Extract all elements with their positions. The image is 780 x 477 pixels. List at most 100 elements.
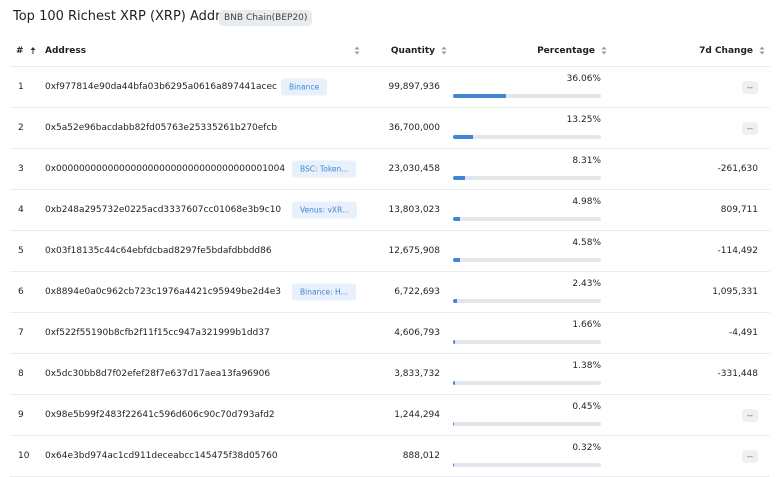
percentage-bar (453, 94, 506, 98)
address[interactable]: 0x8894e0a0c962cb723c1976a4421c95949be2d4… (45, 272, 281, 312)
rank: 3 (18, 149, 24, 189)
address[interactable]: 0xb248a295732e0225acd3337607cc01068e3b9c… (45, 190, 281, 230)
change: 809,711 (721, 205, 758, 215)
percentage-bar (453, 422, 454, 426)
percentage: 4.98% (572, 190, 601, 214)
address[interactable]: 0xf977814e90da44bfa03b6295a0616a897441ac… (45, 67, 277, 107)
address-tag: Binance: H... (292, 284, 356, 301)
percentage-bar (453, 135, 473, 139)
table-row: 10 0x64e3bd974ac1cd911deceabcc145475f38d0… (10, 436, 770, 477)
col-change[interactable]: 7d Change (699, 35, 765, 66)
col-quantity[interactable]: Quantity (391, 35, 447, 66)
col-percentage[interactable]: Percentage (537, 35, 607, 66)
percentage: 1.38% (572, 354, 601, 378)
address[interactable]: 0x00000000000000000000000000000000000010… (45, 149, 285, 189)
percentage: 1.66% (572, 313, 601, 337)
change-cell: -331,448 (718, 354, 758, 394)
percentage: 0.32% (572, 436, 601, 460)
percentage: 0.45% (572, 395, 601, 419)
change-cell: -- (742, 108, 758, 148)
percentage-track (453, 381, 601, 385)
percentage-bar (453, 299, 457, 303)
percentage: 8.31% (572, 149, 601, 173)
percentage: 4.58% (572, 231, 601, 255)
quantity: 36,700,000 (388, 108, 440, 148)
address[interactable]: 0x98e5b99f2483f22641c596d606c90c70d793af… (45, 395, 275, 435)
change: -331,448 (718, 369, 758, 379)
rank: 4 (18, 190, 24, 230)
quantity: 4,606,793 (394, 313, 440, 353)
sort-icon (601, 46, 607, 55)
header-label: Quantity (391, 46, 435, 56)
table-row: 5 0x03f18135c44c64ebfdcbad8297fe5bdafdbbd… (10, 231, 770, 272)
rank: 8 (18, 354, 24, 394)
change-cell: -261,630 (718, 149, 758, 189)
address-tag: BSC: Token... (292, 161, 356, 178)
table-row: 4 0xb248a295732e0225acd3337607cc01068e3b9… (10, 190, 770, 231)
address[interactable]: 0x5dc30bb8d7f02efef28f7e637d17aea13fa969… (45, 354, 270, 394)
change: -- (742, 81, 758, 94)
percentage-track (453, 340, 601, 344)
percentage-bar (453, 258, 460, 262)
quantity: 1,244,294 (394, 395, 440, 435)
percentage-track (453, 463, 601, 467)
change: -- (742, 122, 758, 135)
sort-icon (759, 46, 765, 55)
change: 1,095,331 (712, 287, 758, 297)
sort-icon (441, 46, 447, 55)
change-cell: -- (742, 67, 758, 107)
change-cell: 1,095,331 (712, 272, 758, 312)
address[interactable]: 0x03f18135c44c64ebfdcbad8297fe5bdafdbbdd… (45, 231, 272, 271)
table-row: 7 0xf522f55190b8cfb2f11f15cc947a321999b1d… (10, 313, 770, 354)
header-label: Address (45, 46, 86, 56)
percentage-track (453, 217, 601, 221)
percentage: 13.25% (567, 108, 601, 132)
header-label: Percentage (537, 46, 595, 56)
change-cell: -4,491 (729, 313, 758, 353)
address[interactable]: 0xf522f55190b8cfb2f11f15cc947a321999b1dd… (45, 313, 270, 353)
percentage-track (453, 299, 601, 303)
percentage: 36.06% (567, 67, 601, 91)
table-row: 9 0x98e5b99f2483f22641c596d606c90c70d793a… (10, 395, 770, 436)
rank: 9 (18, 395, 24, 435)
percentage-bar (453, 176, 465, 180)
change: -261,630 (718, 164, 758, 174)
table-row: 3 0x0000000000000000000000000000000000001… (10, 149, 770, 190)
address[interactable]: 0x64e3bd974ac1cd911deceabcc145475f38d057… (45, 436, 278, 476)
percentage-track (453, 422, 601, 426)
sort-icon (30, 46, 36, 55)
address-tag: Venus: vXR... (292, 202, 357, 219)
change: -4,491 (729, 328, 758, 338)
quantity: 23,030,458 (388, 149, 440, 189)
change: -- (742, 409, 758, 422)
change: -- (742, 450, 758, 463)
chain-badge: BNB Chain(BEP20) (219, 10, 312, 26)
change-cell: -114,492 (718, 231, 758, 271)
quantity: 13,803,023 (388, 190, 440, 230)
quantity: 3,833,732 (394, 354, 440, 394)
change-cell: -- (742, 436, 758, 476)
percentage-track (453, 135, 601, 139)
quantity: 888,012 (403, 436, 440, 476)
col-address[interactable]: Address (45, 35, 360, 66)
sort-icon (354, 46, 360, 55)
table-row: 1 0xf977814e90da44bfa03b6295a0616a897441a… (10, 67, 770, 108)
table-header: # Address Quantity Percentage 7d Change (10, 35, 770, 67)
rank: 1 (18, 67, 24, 107)
rank: 5 (18, 231, 24, 271)
quantity: 12,675,908 (388, 231, 440, 271)
percentage-track (453, 176, 601, 180)
change: -114,492 (718, 246, 758, 256)
quantity: 6,722,693 (394, 272, 440, 312)
rank: 7 (18, 313, 24, 353)
address[interactable]: 0x5a52e96bacdabb82fd05763e25335261b270ef… (45, 108, 277, 148)
col-rank[interactable]: # (16, 35, 36, 66)
change-cell: -- (742, 395, 758, 435)
percentage-bar (453, 217, 460, 221)
percentage-bar (453, 340, 455, 344)
rank: 10 (18, 436, 29, 476)
header-label: # (16, 46, 24, 56)
percentage-bar (453, 381, 455, 385)
